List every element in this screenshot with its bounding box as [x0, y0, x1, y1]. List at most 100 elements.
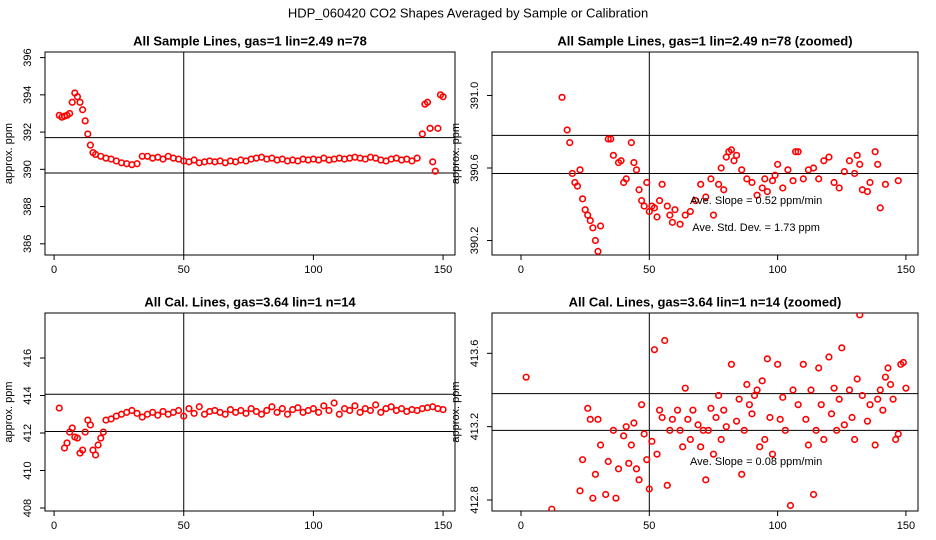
point: [827, 410, 836, 418]
point: [576, 487, 584, 495]
y-tick-label: 390.2: [469, 227, 481, 255]
point: [894, 177, 902, 185]
point: [886, 380, 895, 389]
point: [879, 406, 887, 414]
point: [650, 346, 659, 354]
point: [439, 93, 447, 101]
x-tick-label: 100: [304, 264, 322, 276]
plot-box: [491, 51, 919, 256]
point: [679, 443, 687, 451]
point: [845, 157, 854, 165]
point: [138, 413, 146, 421]
point: [581, 206, 589, 214]
point: [107, 415, 115, 423]
point: [247, 405, 255, 413]
point: [894, 430, 902, 438]
point: [697, 443, 705, 451]
y-tick-label: 390: [22, 160, 34, 178]
point: [566, 139, 574, 147]
point: [681, 211, 689, 219]
point: [717, 164, 725, 172]
point: [717, 435, 725, 444]
figure-title: HDP_060420 CO2 Shapes Averaged by Sample…: [288, 5, 648, 20]
point: [632, 166, 641, 174]
x-tick-label: 150: [897, 264, 915, 276]
point: [756, 443, 764, 451]
annotation: Ave. Std. Dev. = 1.73 ppm: [692, 222, 820, 234]
x-tick-label: 0: [518, 520, 524, 532]
point: [807, 386, 815, 394]
point: [730, 157, 738, 165]
panel-title: All Sample Lines, gas=1 lin=2.49 n=78: [133, 33, 367, 48]
point: [149, 408, 157, 416]
point: [658, 413, 666, 422]
point: [815, 364, 823, 372]
point: [627, 139, 635, 147]
point: [640, 430, 648, 438]
point: [655, 406, 664, 414]
y-tick-label: 396: [22, 48, 34, 66]
point: [735, 395, 743, 403]
point: [689, 406, 697, 414]
point: [185, 405, 193, 413]
point: [779, 184, 787, 192]
point: [663, 202, 671, 210]
point: [853, 375, 861, 383]
point: [237, 406, 245, 415]
point: [627, 441, 635, 449]
point: [715, 391, 723, 400]
point: [180, 412, 188, 420]
point: [738, 470, 746, 478]
point: [584, 211, 592, 219]
point: [640, 202, 648, 210]
point: [840, 421, 848, 429]
point: [892, 435, 900, 444]
point: [68, 98, 76, 106]
point: [671, 206, 679, 214]
point: [356, 408, 364, 416]
x-tick-label: 50: [178, 264, 190, 276]
point: [190, 156, 198, 164]
point: [853, 151, 861, 159]
panel-title: All Cal. Lines, gas=3.64 lin=1 n=14 (zoo…: [569, 294, 842, 309]
point: [789, 386, 797, 394]
point: [268, 403, 276, 411]
panel-title: All Cal. Lines, gas=3.64 lin=1 n=14: [144, 294, 356, 309]
y-tick-label: 391.0: [469, 82, 481, 110]
point: [632, 465, 641, 473]
point: [257, 410, 266, 418]
point: [663, 481, 671, 489]
x-tick-label: 0: [51, 520, 57, 532]
y-axis-label: approx. ppm: [450, 381, 462, 442]
point: [63, 439, 71, 447]
point: [81, 117, 89, 125]
point: [73, 93, 82, 101]
point: [686, 435, 694, 444]
x-tick-label: 100: [304, 520, 322, 532]
point: [622, 423, 630, 431]
point: [314, 408, 323, 416]
point: [612, 494, 620, 502]
point: [76, 98, 84, 106]
panel: All Cal. Lines, gas=3.64 lin=1 n=14 (zoo…: [450, 294, 919, 532]
point: [889, 395, 897, 403]
point: [727, 360, 736, 368]
point: [871, 148, 879, 156]
x-tick-label: 50: [643, 520, 655, 532]
plot-box: [44, 51, 456, 256]
point: [881, 180, 890, 188]
point: [630, 419, 638, 427]
point: [863, 187, 872, 196]
point: [154, 411, 162, 419]
y-tick-label: 416: [22, 349, 34, 367]
point: [614, 465, 623, 473]
point: [195, 403, 203, 411]
point: [320, 402, 328, 410]
point: [820, 435, 828, 444]
point: [589, 494, 597, 502]
y-tick-label: 386: [22, 235, 34, 253]
point: [851, 169, 859, 178]
x-tick-label: 100: [768, 264, 786, 276]
point: [712, 413, 720, 422]
